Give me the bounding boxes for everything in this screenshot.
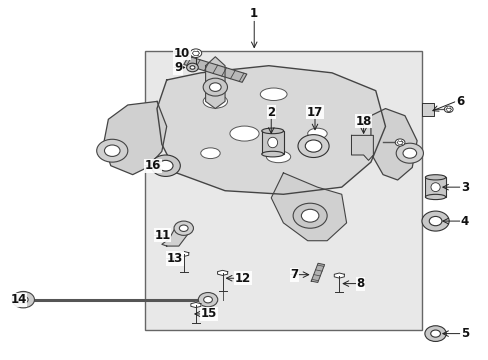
Ellipse shape	[307, 128, 326, 139]
Text: 18: 18	[355, 114, 371, 127]
Polygon shape	[205, 57, 224, 109]
Circle shape	[292, 203, 326, 228]
Text: 6: 6	[455, 95, 463, 108]
Circle shape	[19, 296, 28, 303]
Polygon shape	[217, 270, 227, 275]
Circle shape	[12, 292, 34, 308]
Circle shape	[179, 225, 188, 231]
Text: 15: 15	[201, 307, 217, 320]
Bar	[261, 131, 283, 154]
Ellipse shape	[430, 183, 439, 192]
Circle shape	[402, 148, 416, 158]
Circle shape	[421, 211, 448, 231]
Text: 8: 8	[356, 277, 364, 290]
Circle shape	[104, 145, 120, 157]
Text: 1: 1	[250, 8, 258, 21]
Circle shape	[301, 209, 318, 222]
Circle shape	[305, 140, 321, 152]
Text: 5: 5	[460, 327, 468, 340]
Bar	[144, 51, 421, 330]
Text: 3: 3	[460, 181, 468, 194]
Polygon shape	[162, 223, 191, 246]
Circle shape	[190, 49, 201, 58]
Circle shape	[430, 330, 440, 337]
Polygon shape	[310, 263, 324, 283]
Polygon shape	[183, 56, 246, 82]
Circle shape	[97, 139, 127, 162]
Text: 10: 10	[174, 47, 190, 60]
Ellipse shape	[201, 148, 220, 158]
Circle shape	[186, 63, 198, 72]
Ellipse shape	[267, 137, 277, 148]
Circle shape	[190, 66, 195, 69]
Circle shape	[297, 135, 328, 157]
Circle shape	[174, 221, 193, 235]
Polygon shape	[178, 251, 188, 257]
Ellipse shape	[425, 194, 445, 199]
Ellipse shape	[425, 175, 445, 180]
Circle shape	[151, 155, 180, 176]
Circle shape	[395, 143, 423, 163]
Ellipse shape	[203, 95, 227, 108]
Circle shape	[158, 160, 173, 171]
Ellipse shape	[261, 151, 283, 157]
Text: 11: 11	[154, 229, 170, 242]
Ellipse shape	[261, 128, 283, 134]
Text: 14: 14	[10, 293, 26, 306]
Ellipse shape	[266, 151, 290, 163]
Polygon shape	[103, 102, 166, 175]
Polygon shape	[334, 273, 344, 278]
Polygon shape	[271, 173, 346, 241]
Circle shape	[203, 296, 212, 303]
Text: 12: 12	[234, 272, 250, 285]
Text: 17: 17	[306, 105, 323, 119]
Circle shape	[209, 83, 221, 91]
Ellipse shape	[229, 126, 259, 141]
Circle shape	[394, 139, 404, 146]
Circle shape	[198, 293, 217, 307]
Polygon shape	[351, 135, 372, 160]
Polygon shape	[157, 66, 385, 194]
Text: 2: 2	[266, 105, 275, 119]
Polygon shape	[370, 109, 416, 180]
Ellipse shape	[260, 88, 286, 100]
Polygon shape	[190, 302, 201, 307]
Text: 4: 4	[460, 215, 468, 228]
Circle shape	[428, 216, 441, 226]
Text: 7: 7	[290, 268, 298, 281]
Text: 16: 16	[144, 159, 161, 172]
Circle shape	[424, 326, 446, 342]
Text: 9: 9	[174, 61, 182, 74]
Text: 13: 13	[166, 252, 183, 265]
Circle shape	[203, 78, 227, 96]
Polygon shape	[421, 103, 433, 116]
Bar	[425, 177, 445, 197]
Circle shape	[444, 106, 452, 112]
